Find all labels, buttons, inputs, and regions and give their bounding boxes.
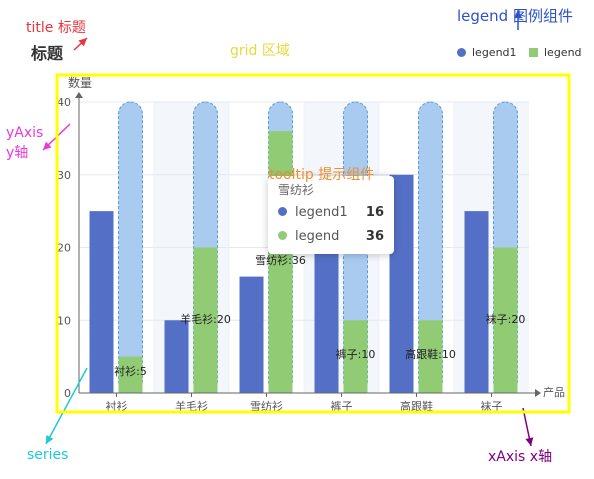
bar-legend1 <box>89 211 114 393</box>
data-label: 雪纺衫:36 <box>255 253 306 267</box>
y-tick-label: 30 <box>57 169 71 182</box>
x-tick-label: 雪纺衫 <box>250 399 283 413</box>
bar-legend1 <box>239 276 264 393</box>
yaxis-callout-arrow-head <box>43 141 52 150</box>
bar-legend <box>193 247 218 393</box>
legend-item-2[interactable]: legend <box>529 46 582 59</box>
legend-callout-arrow-head <box>514 10 522 18</box>
bar-legend1 <box>314 247 339 393</box>
tooltip-series-name: legend <box>295 229 340 244</box>
series-callout: series <box>27 447 69 463</box>
y-tick-label: 10 <box>57 314 71 327</box>
tooltip-row: legend <box>278 229 339 244</box>
bar-legend <box>118 356 143 393</box>
bar-legend <box>268 131 293 393</box>
y-tick-label: 0 <box>64 387 71 400</box>
bar-legend <box>493 247 518 393</box>
data-label: 羊毛衫:20 <box>180 312 231 326</box>
legend-item-1[interactable]: legend1 <box>457 46 517 59</box>
title-callout-arrow-head <box>78 38 87 47</box>
tooltip-value: 36 <box>365 229 384 244</box>
legend-callout: legend 图例组件 <box>457 7 573 25</box>
bar-legend <box>418 320 443 393</box>
bar-background <box>118 101 143 394</box>
xaxis-callout-arrow-head <box>525 437 534 446</box>
tooltip-marker <box>278 231 287 240</box>
x-tick-label: 羊毛衫 <box>175 399 208 413</box>
x-tick-label: 衬衫 <box>106 400 128 413</box>
bar-legend <box>343 320 368 393</box>
tooltip: 雪纺衫 legend1 16 legend 36 <box>268 176 394 254</box>
title-callout: title 标题 <box>26 20 86 36</box>
x-axis-name: 产品 <box>543 385 565 399</box>
tooltip-row: legend1 <box>278 205 348 220</box>
x-axis-arrow <box>535 389 541 397</box>
grid-callout: grid 区域 <box>230 43 290 59</box>
legend-swatch <box>457 48 466 57</box>
chart-title: 标题 <box>31 44 64 63</box>
data-labels: 衬衫:5 羊毛衫:20 雪纺衫:36 裤子:10 高跟鞋:10 袜子:20 <box>114 253 525 378</box>
series-bars <box>89 101 518 394</box>
legend-swatch <box>529 48 538 57</box>
legend-label: legend <box>544 46 582 59</box>
x-tick-label: 袜子 <box>481 399 503 413</box>
tooltip-marker <box>278 207 287 216</box>
y-tick-label: 40 <box>57 96 71 109</box>
tooltip-title: 雪纺衫 <box>278 183 315 197</box>
yaxis-callout-line2: y轴 <box>6 145 29 161</box>
series-callout-arrow-line <box>45 367 88 445</box>
grid-highlight-box <box>55 73 571 414</box>
tooltip-series-name: legend1 <box>295 205 348 220</box>
yaxis-callout-line1: yAxis <box>6 125 44 141</box>
bar-legend1 <box>464 211 489 393</box>
callout-arrows <box>42 10 534 447</box>
legend-label: legend1 <box>472 46 517 59</box>
y-tick-label: 20 <box>57 242 71 255</box>
data-label: 高跟鞋:10 <box>405 347 456 361</box>
y-axis-name: 数量 <box>68 75 92 90</box>
data-label: 袜子:20 <box>486 312 526 326</box>
x-tick-label: 高跟鞋 <box>400 399 433 413</box>
bar-legend1 <box>164 320 189 393</box>
x-tick-label: 裤子 <box>331 399 353 413</box>
data-label: 裤子:10 <box>336 347 376 361</box>
tooltip-callout: tooltip 提示组件 <box>269 167 375 183</box>
tooltip-value: 16 <box>365 205 384 220</box>
series-callout-arrow-head <box>46 435 54 444</box>
xaxis-callout: xAxis x轴 <box>488 449 553 465</box>
y-axis-arrow <box>75 92 83 98</box>
data-label: 衬衫:5 <box>114 365 147 378</box>
